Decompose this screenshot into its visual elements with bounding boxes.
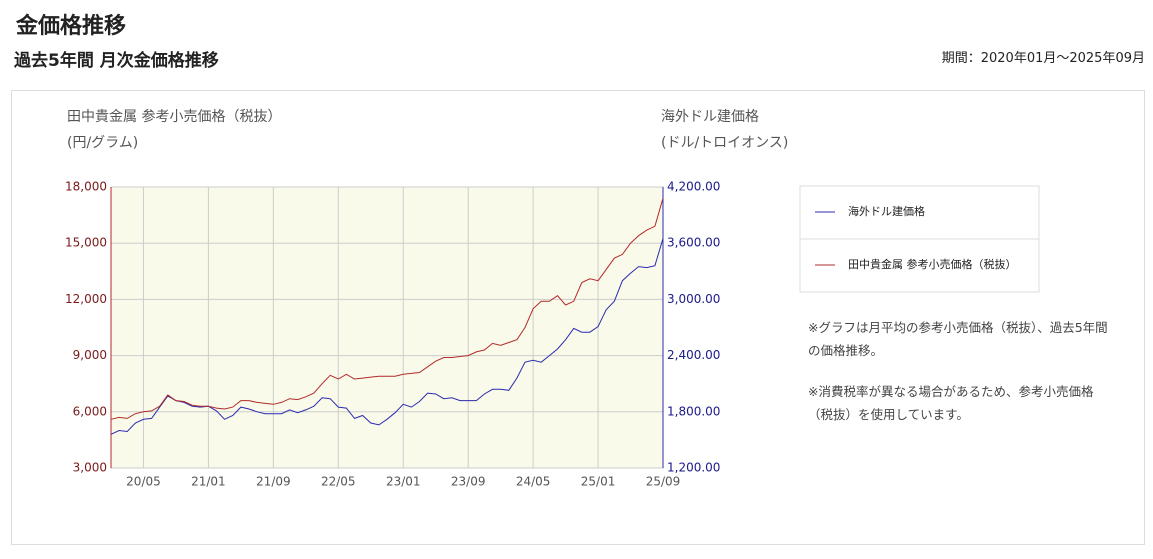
plot-area	[110, 186, 664, 469]
y2-tick-label: 2,400.00	[667, 348, 720, 362]
y-axis-unit: (円/グラム)	[67, 135, 138, 151]
y-tick-label: 6,000	[73, 404, 107, 418]
chart-frame	[11, 90, 1145, 545]
page-title: 金価格推移	[16, 14, 127, 39]
y2-tick-label: 3,600.00	[667, 236, 720, 250]
y2-tick-label: 1,200.00	[667, 461, 720, 475]
y2-tick-label: 4,200.00	[667, 180, 720, 194]
y2-axis-title: 海外ドル建価格	[661, 109, 759, 125]
x-tick-label: 22/05	[321, 475, 356, 489]
y2-tick-label: 3,000.00	[667, 292, 720, 306]
y-tick-label: 3,000	[73, 461, 107, 475]
subtitle: 過去5年間 月次金価格推移	[14, 51, 219, 71]
y2-axis-unit: (ドル/トロイオンス)	[661, 135, 788, 151]
line-series	[110, 198, 664, 420]
legend-label: 田中貴金属 参考小売価格（税抜）	[848, 257, 1017, 271]
x-tick-label: 23/09	[451, 475, 486, 489]
y-tick-label: 9,000	[73, 348, 107, 362]
x-tick-label: 25/09	[646, 475, 681, 489]
note: ※消費税率が異なる場合があるため、参考小売価格（税抜）を使用しています。	[808, 384, 1094, 422]
x-tick-label: 21/01	[191, 475, 226, 489]
legend-label: 海外ドル建価格	[848, 204, 925, 218]
y-axis-title: 田中貴金属 参考小売価格（税抜）	[67, 108, 281, 125]
x-tick-label: 21/09	[256, 475, 291, 489]
y-tick-label: 12,000	[65, 292, 107, 306]
y-tick-label: 15,000	[65, 236, 107, 250]
note: ※グラフは月平均の参考小売価格（税抜）、過去5年間の価格推移。	[808, 320, 1108, 358]
x-tick-label: 25/01	[581, 475, 616, 489]
x-tick-label: 20/05	[126, 475, 161, 489]
y-tick-label: 18,000	[65, 180, 107, 194]
x-tick-label: 24/05	[516, 475, 551, 489]
y2-tick-label: 1,800.00	[667, 404, 720, 418]
line-series	[110, 238, 664, 435]
x-tick-label: 23/01	[386, 475, 421, 489]
period: 期間：2020年01月～2025年09月	[941, 51, 1145, 66]
